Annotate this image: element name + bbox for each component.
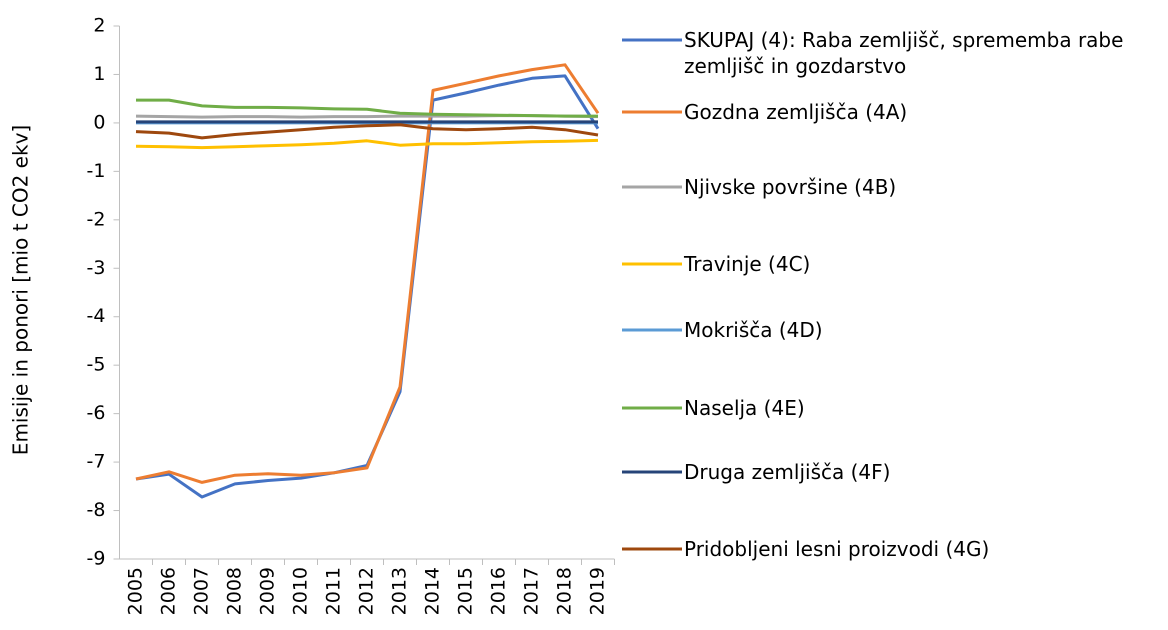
y-tick-label: -5 xyxy=(87,354,106,376)
y-tick-label: -7 xyxy=(87,451,106,473)
x-tick-label: 2018 xyxy=(554,567,576,615)
legend-label: SKUPAJ (4): Raba zemljišč, sprememba rab… xyxy=(684,28,1124,78)
legend-label: Njivske površine (4B) xyxy=(684,175,897,199)
x-tick-label: 2007 xyxy=(191,567,213,615)
y-tick-label: -9 xyxy=(87,548,106,570)
x-tick-label: 2009 xyxy=(257,567,279,615)
x-tick-label: 2010 xyxy=(290,567,312,615)
y-tick-label: -8 xyxy=(87,499,106,521)
x-tick-label: 2013 xyxy=(389,567,411,615)
x-tick-label: 2015 xyxy=(455,567,477,615)
x-tick-label: 2012 xyxy=(356,567,378,615)
x-tick-label: 2019 xyxy=(587,567,609,615)
y-tick-label: 1 xyxy=(93,63,105,85)
series-line xyxy=(135,138,599,150)
x-tick-label: 2014 xyxy=(422,567,444,615)
y-tick-label: -4 xyxy=(87,305,106,327)
y-tick-label: 0 xyxy=(93,111,105,133)
series-line xyxy=(136,98,598,118)
series-line xyxy=(135,63,600,484)
x-tick-label: 2017 xyxy=(521,567,543,615)
y-tick-label: 2 xyxy=(93,15,105,37)
x-tick-label: 2011 xyxy=(323,567,345,615)
legend-label: Travinje (4C) xyxy=(684,252,811,276)
legend-label: Druga zemljišča (4F) xyxy=(684,460,891,484)
x-tick-label: 2008 xyxy=(224,567,246,615)
y-tick-label: -6 xyxy=(87,402,106,424)
legend-label: Gozdna zemljišča (4A) xyxy=(684,100,908,124)
x-tick-label: 2016 xyxy=(488,567,510,615)
series-line xyxy=(135,123,599,140)
legend-label: Pridobljeni lesni proizvodi (4G) xyxy=(684,537,990,561)
y-tick-label: -1 xyxy=(87,160,106,182)
legend-label: Naselja (4E) xyxy=(684,396,805,420)
x-tick-label: 2005 xyxy=(125,567,147,615)
y-axis-label: Emisije in ponori [mio t CO2 ekv] xyxy=(9,125,33,455)
y-tick-label: -3 xyxy=(87,257,106,279)
y-tick-label: -2 xyxy=(87,208,106,230)
x-tick-label: 2006 xyxy=(158,567,180,615)
legend-label: Mokrišča (4D) xyxy=(684,318,823,342)
